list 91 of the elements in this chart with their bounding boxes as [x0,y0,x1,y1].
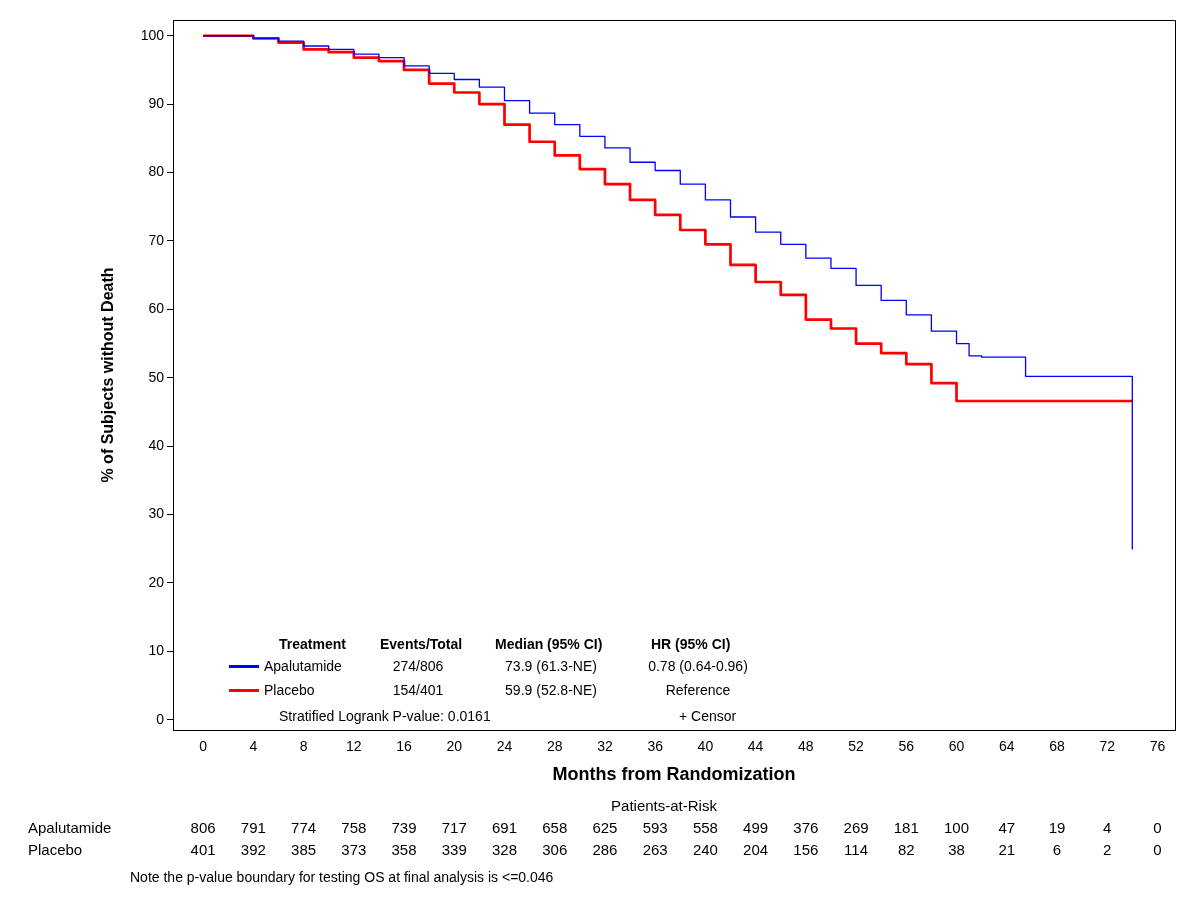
text: 286 [592,841,618,859]
text: 38 [948,841,965,859]
text: 691 [491,819,517,837]
annotation: Events/Total [380,636,463,652]
text: 21 [998,841,1016,859]
x-tick-label: 28 [546,738,563,755]
annotation: Median (95% CI) [495,636,603,652]
text: 204 [743,841,769,859]
legend-label: Placebo [264,682,315,698]
text: 328 [491,841,517,859]
annotation: 0.78 (0.64-0.96) [648,658,748,674]
y-tick-label: 60 [148,300,165,317]
y-tick-label: 80 [148,163,165,180]
text: 791 [240,819,266,837]
annotation: HR (95% CI) [651,636,731,652]
x-tick-label: 68 [1049,738,1065,755]
annotation: 59.9 (52.8-NE) [505,682,597,698]
text: 774 [291,819,317,837]
x-axis-title: Months from Randomization [552,764,796,785]
annotation: Stratified Logrank P-value: 0.0161 [279,708,491,724]
text: 373 [341,841,367,859]
text: 339 [441,841,467,859]
x-tick-label: 24 [496,738,513,755]
text: 739 [391,819,417,837]
text: 0 [1153,841,1162,859]
x-tick-label: 60 [948,738,965,755]
text: 240 [692,841,718,859]
y-tick-label: 30 [148,505,165,522]
text: 392 [240,841,266,859]
x-tick-label: 4 [249,738,258,755]
text: 47 [998,819,1016,837]
text: 358 [391,841,417,859]
y-tick-label: 70 [148,231,165,248]
text: 114 [844,841,869,859]
text: 499 [743,819,769,837]
x-tick-label: 16 [396,738,413,755]
text: 806 [190,819,216,837]
y-tick-label: 40 [148,437,165,453]
text: 558 [692,819,718,837]
text: 269 [843,819,869,837]
text: 181 [893,819,919,837]
x-tick-label: 64 [998,738,1015,755]
annotation: + Censor [679,708,737,724]
y-tick-label: 50 [148,368,165,385]
text: 82 [897,841,915,859]
text: Note the p-value boundary for testing OS at final analysis is <=0.046 [130,868,554,885]
annotation: 73.9 (61.3-NE) [505,658,597,674]
x-tick-label: 36 [647,738,664,755]
x-tick-label: 32 [597,738,613,755]
text: 156 [793,841,819,859]
text: 658 [542,819,568,837]
annotation: 154/401 [392,682,444,698]
x-tick-label: 52 [848,738,865,755]
annotation: Reference [665,682,731,698]
text: 100 [944,819,970,837]
x-tick-label: 40 [697,738,714,755]
y-tick-label: 90 [148,94,165,111]
x-tick-label: 72 [1099,738,1116,755]
y-axis-title: % of Subjects without Death [99,267,117,483]
text: Patients-at-Risk [611,797,718,815]
x-tick-label: 76 [1149,738,1166,755]
x-tick-label: 44 [747,738,764,755]
x-tick-label: 48 [798,738,814,755]
text: 758 [341,819,367,837]
text: 385 [291,841,317,859]
text: 4 [1103,819,1112,837]
text: 401 [190,841,216,859]
annotation: 274/806 [392,658,444,674]
text: 6 [1052,841,1062,859]
x-tick-label: 8 [299,738,308,755]
y-tick-label: 20 [148,573,165,590]
text: 717 [441,819,467,837]
legend-label: Apalutamide [264,658,342,674]
annotation: Treatment [279,636,346,652]
text: 0 [1153,819,1162,837]
text: Placebo [28,841,83,859]
text: 625 [592,819,618,837]
x-tick-label: 12 [346,738,362,755]
y-tick-label: 100 [140,26,165,43]
text: 2 [1103,841,1112,859]
x-tick-label: 0 [199,738,208,755]
x-tick-label: 20 [446,738,463,755]
text: 593 [642,819,668,837]
text: 19 [1048,819,1066,837]
y-tick-label: 10 [148,642,165,659]
text: 376 [793,819,819,837]
text: Apalutamide [28,819,112,837]
x-tick-label: 56 [898,738,915,755]
text: 263 [642,841,668,859]
text: 306 [542,841,568,859]
y-tick-label: 0 [156,710,165,727]
